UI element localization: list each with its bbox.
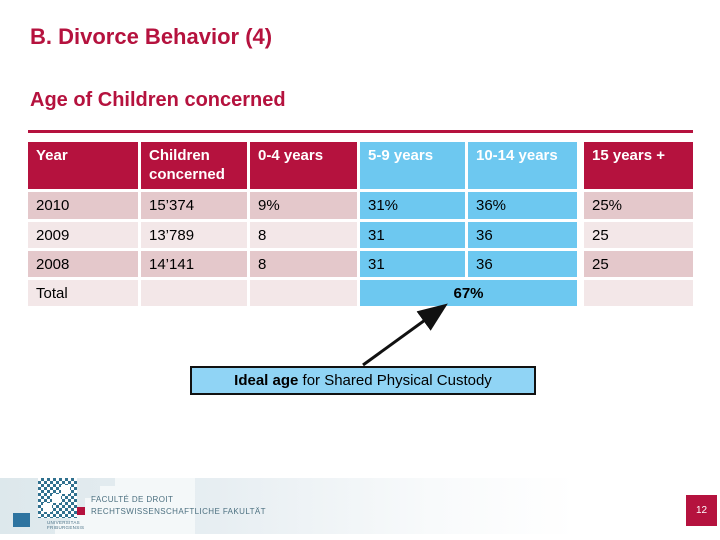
faculty-name: FACULTÉ DE DROIT RECHTSWISSENSCHAFTLICHE… — [91, 494, 266, 519]
column-header-0-4-years: 0-4 years — [250, 142, 357, 189]
cell-2009-10-14: 36 — [468, 222, 577, 248]
cell-2008-10-14: 36 — [468, 251, 577, 277]
cell-2008-children: 14’141 — [141, 251, 247, 277]
cell-2009-15-plus: 25 — [584, 222, 693, 248]
university-logo-blue-square — [13, 513, 30, 527]
cell-total-15-plus-empty — [584, 280, 693, 306]
cell-2010-5-9: 31% — [360, 192, 465, 219]
cell-2009-year: 2009 — [28, 222, 138, 248]
cell-2008-0-4: 8 — [250, 251, 357, 277]
stair-decoration — [100, 486, 195, 498]
cell-2010-children: 15’374 — [141, 192, 247, 219]
page-number-badge: 12 — [686, 495, 717, 526]
cell-2010-10-14: 36% — [468, 192, 577, 219]
cell-2009-0-4: 8 — [250, 222, 357, 248]
page-title: B. Divorce Behavior (4) — [30, 24, 273, 49]
mosaic-white-step — [61, 485, 70, 494]
university-logo-mosaic — [38, 478, 77, 518]
stair-decoration — [85, 498, 195, 510]
cell-2008-5-9: 31 — [360, 251, 465, 277]
university-name-line1: UNIVERSITAS — [47, 520, 80, 525]
column-header-10-14-years: 10-14 years — [468, 142, 577, 189]
column-spacer — [580, 192, 581, 219]
stair-decoration — [115, 478, 195, 486]
column-spacer — [580, 142, 581, 189]
age-of-children-table: Year Children concerned 0-4 years 5-9 ye… — [28, 142, 693, 306]
university-name-line2: FRIBURGENSIS — [47, 525, 85, 531]
faculty-name-line1: FACULTÉ DE DROIT — [91, 495, 174, 504]
column-header-children: Children concerned — [141, 142, 247, 189]
faculty-name-line2: RECHTSWISSENSCHAFTLICHE FAKULTÄT — [91, 507, 266, 517]
column-spacer — [580, 280, 581, 306]
column-header-15-years-plus: 15 years + — [584, 142, 693, 189]
cell-2010-15-plus: 25% — [584, 192, 693, 219]
column-header-5-9-years: 5-9 years — [360, 142, 465, 189]
cell-total-label: Total — [28, 280, 138, 306]
column-spacer — [580, 222, 581, 248]
column-header-year: Year — [28, 142, 138, 189]
cell-2008-year: 2008 — [28, 251, 138, 277]
cell-total-0-4-empty — [250, 280, 357, 306]
faculty-red-square-icon — [77, 507, 85, 515]
callout-bold-text: Ideal age — [234, 372, 299, 389]
cell-total-merged-percentage: 67% — [360, 280, 577, 306]
mosaic-white-step — [43, 503, 52, 512]
cell-2010-year: 2010 — [28, 192, 138, 219]
cell-total-children-empty — [141, 280, 247, 306]
cell-2009-children: 13’789 — [141, 222, 247, 248]
column-spacer — [580, 251, 581, 277]
cell-2008-15-plus: 25 — [584, 251, 693, 277]
callout-box: Ideal age for Shared Physical Custody — [190, 366, 536, 395]
stair-decoration — [55, 522, 195, 534]
callout-rest-text: for Shared Physical Custody — [298, 372, 492, 389]
mosaic-white-step — [52, 494, 61, 503]
page-subtitle: Age of Children concerned — [30, 89, 286, 111]
cell-2009-5-9: 31 — [360, 222, 465, 248]
cell-2010-0-4: 9% — [250, 192, 357, 219]
university-logo-text: UNIVERSITAS FRIBURGENSIS — [47, 520, 84, 531]
page-number: 12 — [695, 505, 708, 516]
footer: UNIVERSITAS FRIBURGENSIS FACULTÉ DE DROI… — [0, 478, 720, 534]
stair-decoration — [70, 510, 195, 522]
table-top-border — [28, 130, 693, 133]
callout-arrow — [362, 303, 448, 367]
